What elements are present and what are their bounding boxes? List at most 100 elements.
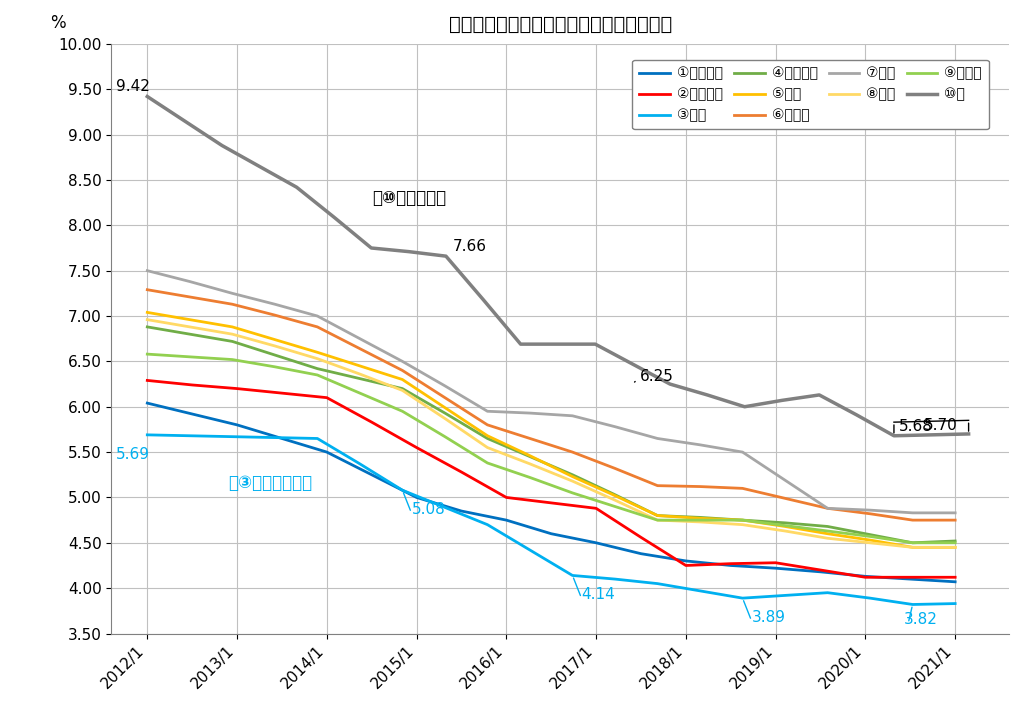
⑩堺 [477, 296, 489, 304]
⑥谷町筋 [609, 464, 622, 473]
⑦京橋 [183, 278, 196, 286]
⑧難波 [438, 414, 451, 423]
⑧難波 [524, 459, 537, 468]
③梅田 [183, 431, 196, 440]
Line: ④四ツ橋筋: ④四ツ橋筋 [147, 327, 955, 543]
②御堂筋南 [769, 559, 781, 567]
⑥谷町筋 [183, 293, 196, 301]
③梅田 [396, 486, 409, 495]
①御堂筋北 [230, 420, 243, 429]
⑩堺 [216, 141, 228, 150]
⑦京橋 [524, 409, 537, 417]
①御堂筋北 [590, 539, 602, 547]
⑩堺 [440, 252, 453, 260]
①御堂筋北 [275, 434, 288, 443]
⑦京橋 [438, 381, 451, 390]
⑨新大阪 [396, 407, 409, 415]
⑧難波 [566, 477, 579, 485]
Text: 4.14: 4.14 [582, 587, 615, 602]
④四ツ橋筋 [481, 434, 494, 443]
Y-axis label: %: % [50, 14, 66, 32]
③梅田 [353, 459, 366, 468]
⑦京橋 [651, 434, 664, 443]
⑤堺筋 [311, 348, 324, 357]
⑦京橋 [736, 448, 749, 456]
⑨新大阪 [311, 371, 324, 379]
Text: 3.82: 3.82 [903, 612, 938, 627]
⑦京橋 [141, 266, 154, 275]
③梅田 [694, 587, 707, 596]
⑧難波 [396, 386, 409, 394]
⑤堺筋 [694, 514, 707, 523]
⑧難波 [906, 543, 919, 552]
⑥谷町筋 [736, 484, 749, 492]
④四ツ橋筋 [311, 364, 324, 373]
Line: ⑩堺: ⑩堺 [147, 97, 969, 435]
③梅田 [141, 430, 154, 439]
①御堂筋北 [859, 572, 871, 580]
⑤堺筋 [821, 529, 834, 538]
⑧難波 [821, 534, 834, 543]
⑨新大阪 [864, 532, 877, 541]
⑨新大阪 [438, 433, 451, 441]
⑨新大阪 [949, 539, 962, 547]
②御堂筋南 [680, 561, 692, 570]
①御堂筋北 [321, 448, 333, 456]
Text: 【③梅田エリア】: 【③梅田エリア】 [228, 474, 312, 492]
Text: 【⑩堺エリア】: 【⑩堺エリア】 [372, 189, 445, 207]
⑨新大阪 [779, 521, 792, 530]
④四ツ橋筋 [141, 322, 154, 331]
②御堂筋南 [635, 533, 647, 541]
⑩堺 [552, 340, 564, 348]
③梅田 [609, 575, 622, 583]
④四ツ橋筋 [524, 452, 537, 461]
②御堂筋南 [904, 573, 916, 582]
⑥谷町筋 [651, 482, 664, 490]
②御堂筋南 [500, 493, 512, 502]
⑧難波 [226, 329, 239, 338]
⑦京橋 [949, 508, 962, 517]
Text: 5.70: 5.70 [924, 418, 957, 433]
⑥谷町筋 [353, 345, 366, 353]
⑩堺 [963, 430, 975, 438]
①御堂筋北 [949, 578, 962, 586]
④四ツ橋筋 [438, 409, 451, 417]
⑤堺筋 [651, 511, 664, 520]
②御堂筋南 [949, 573, 962, 582]
Line: ②御堂筋南: ②御堂筋南 [147, 381, 955, 578]
Text: 9.42: 9.42 [116, 79, 150, 94]
⑩堺 [776, 396, 788, 404]
⑥谷町筋 [481, 420, 494, 429]
①御堂筋北 [545, 529, 557, 538]
④四ツ橋筋 [226, 337, 239, 346]
⑦京橋 [396, 357, 409, 366]
⑩堺 [627, 360, 639, 368]
④四ツ橋筋 [864, 531, 877, 539]
⑥谷町筋 [566, 448, 579, 456]
⑩堺 [738, 402, 751, 411]
⑩堺 [402, 247, 415, 256]
Line: ⑧難波: ⑧難波 [147, 319, 955, 547]
⑨新大阪 [226, 355, 239, 364]
⑩堺 [888, 431, 900, 440]
Legend: ①御堂筋北, ②御堂筋南, ③梅田, ④四ツ橋筋, ⑤堺筋, ⑥谷町筋, ⑦京橋, ⑧難波, ⑨新大阪, ⑩堺: ①御堂筋北, ②御堂筋南, ③梅田, ④四ツ橋筋, ⑤堺筋, ⑥谷町筋, ⑦京橋… [633, 60, 988, 130]
⑨新大阪 [268, 363, 281, 371]
⑦京橋 [311, 311, 324, 320]
⑨新大阪 [906, 539, 919, 547]
⑥谷町筋 [524, 434, 537, 443]
⑨新大阪 [651, 516, 664, 524]
⑦京橋 [821, 504, 834, 513]
⑦京橋 [566, 412, 579, 420]
②御堂筋南 [725, 559, 737, 568]
⑦京橋 [481, 407, 494, 415]
②御堂筋南 [545, 498, 557, 507]
⑤堺筋 [566, 472, 579, 481]
⑩堺 [514, 340, 526, 348]
③梅田 [651, 579, 664, 588]
③梅田 [736, 594, 749, 603]
⑥谷町筋 [694, 482, 707, 491]
⑤堺筋 [864, 536, 877, 544]
⑥谷町筋 [396, 366, 409, 375]
③梅田 [821, 588, 834, 597]
⑩堺 [178, 117, 190, 125]
